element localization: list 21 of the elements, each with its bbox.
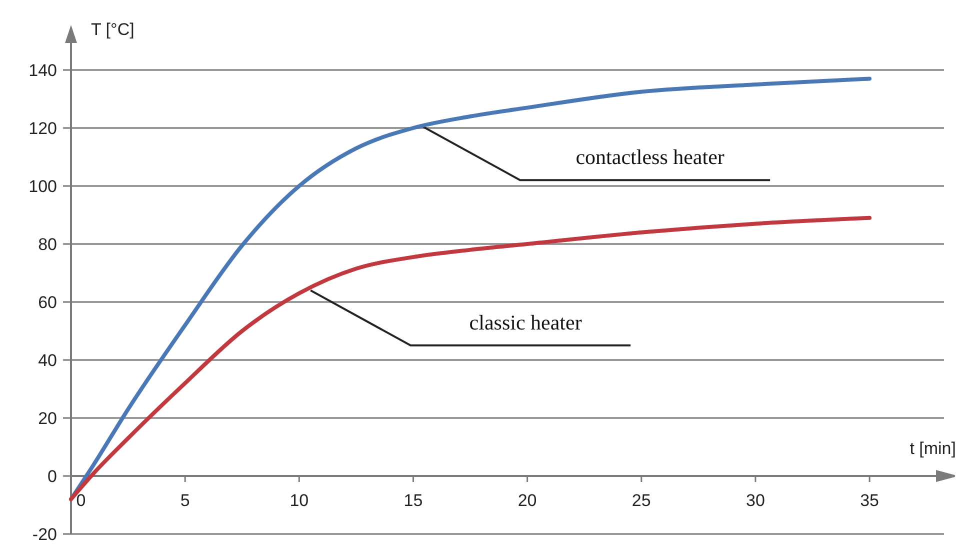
y-tick-label: 100 bbox=[28, 176, 57, 196]
y-axis-title: T [°C] bbox=[91, 20, 134, 39]
x-tick-label: 20 bbox=[518, 491, 537, 510]
annotation: classic heater bbox=[469, 310, 582, 334]
x-tick-label: 30 bbox=[746, 491, 765, 510]
y-tick-label: 0 bbox=[48, 466, 57, 486]
x-tick-label: 15 bbox=[404, 491, 423, 510]
x-tick-label: 10 bbox=[290, 491, 309, 510]
x-tick-label: 25 bbox=[632, 491, 651, 510]
x-tick-label: 5 bbox=[180, 491, 190, 510]
annotation: contactless heater bbox=[576, 145, 724, 170]
y-tick-label: 60 bbox=[38, 292, 57, 312]
y-tick-label: -20 bbox=[32, 524, 57, 544]
y-tick-label: 120 bbox=[28, 118, 57, 138]
x-axis-title: t [min] bbox=[910, 439, 956, 458]
y-tick-label: 80 bbox=[38, 234, 57, 254]
y-tick-label: 140 bbox=[28, 60, 57, 80]
x-tick-label: 0 bbox=[76, 491, 86, 510]
y-tick-label: 40 bbox=[38, 350, 57, 370]
x-tick-label: 35 bbox=[860, 491, 880, 510]
y-tick-label: 20 bbox=[38, 408, 57, 428]
